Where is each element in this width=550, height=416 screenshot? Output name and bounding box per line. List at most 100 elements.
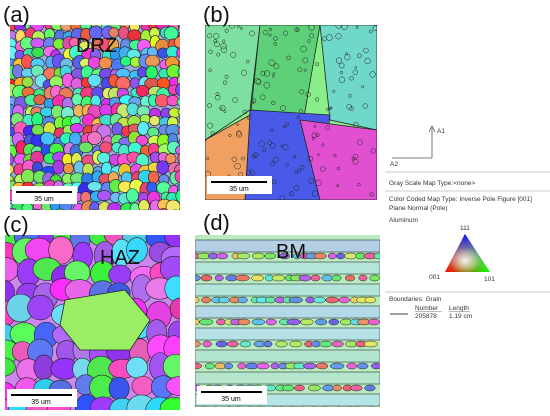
grain [322,406,328,407]
grain [118,26,130,40]
grain [331,340,344,348]
grain [363,47,369,54]
grain [329,362,345,370]
grain [27,294,54,321]
grain [300,45,307,53]
grain [237,318,251,326]
grain [265,318,277,326]
grain [250,100,255,105]
grain [179,207,180,210]
grain [349,76,354,81]
grain [298,109,304,114]
grain [195,340,201,348]
grain [166,95,180,107]
grain [315,132,320,137]
grain [164,275,180,302]
grain [273,36,278,41]
band [195,371,380,385]
grain [299,165,305,170]
grain [220,43,227,50]
grain [237,362,247,370]
grain [353,122,359,128]
grain [165,376,180,396]
grain [31,46,45,58]
band [195,305,380,319]
grain [205,138,207,142]
grain [213,39,218,44]
grain [107,202,122,210]
grain [159,397,180,410]
grain [311,132,318,139]
grain [120,56,132,67]
grain [195,296,200,304]
grain [296,115,301,119]
grain [108,376,130,401]
grain [141,209,147,210]
grain [319,340,332,348]
grain [222,80,228,85]
grain [177,108,180,116]
grain [207,122,214,129]
grain [237,296,248,304]
scale-label: 35 um [229,186,249,193]
grain [99,141,113,154]
grain [272,72,276,76]
grain [271,274,286,282]
grain [369,192,374,197]
panel-title: BM [276,241,306,263]
grain [335,33,342,40]
grain [363,340,378,348]
grain [319,25,377,131]
grain [129,202,140,210]
scale-bar: 35 um [7,389,77,407]
grain [205,156,210,161]
grain [175,145,180,156]
grain [353,153,359,160]
grain [195,274,201,282]
grain [308,177,315,184]
grain [313,124,317,128]
grain [242,109,248,115]
grain [260,71,266,76]
band [195,239,380,253]
grain [253,152,259,158]
grain [195,318,200,326]
grain [210,131,215,136]
grain [118,211,129,223]
grain [126,102,139,116]
grain [269,142,276,149]
grain [177,126,180,135]
grain [275,340,288,348]
grain [335,25,342,29]
grain [201,406,206,407]
grain [314,97,320,102]
grain [228,133,232,137]
grain [300,318,314,326]
grain [297,67,303,73]
grain [311,136,315,141]
grain [282,124,286,129]
grain [294,384,305,392]
grain [280,105,286,111]
panel-title: HAZ [100,247,140,269]
grain [332,89,336,93]
table-header: Length [449,305,469,312]
grain [263,340,273,348]
ipf-corner: 101 [484,276,495,283]
grain [278,406,284,407]
band [195,261,380,275]
grain [252,154,257,159]
grain [307,39,311,43]
grain [216,252,229,260]
grain [234,162,241,170]
grain [326,34,333,41]
grain [174,169,180,183]
grain [338,296,350,304]
grain [346,362,358,370]
grain [232,97,238,103]
grain [364,384,376,392]
grain [268,59,275,66]
band [195,283,380,297]
scale-label: 35 um [31,399,51,406]
grain [349,106,354,111]
